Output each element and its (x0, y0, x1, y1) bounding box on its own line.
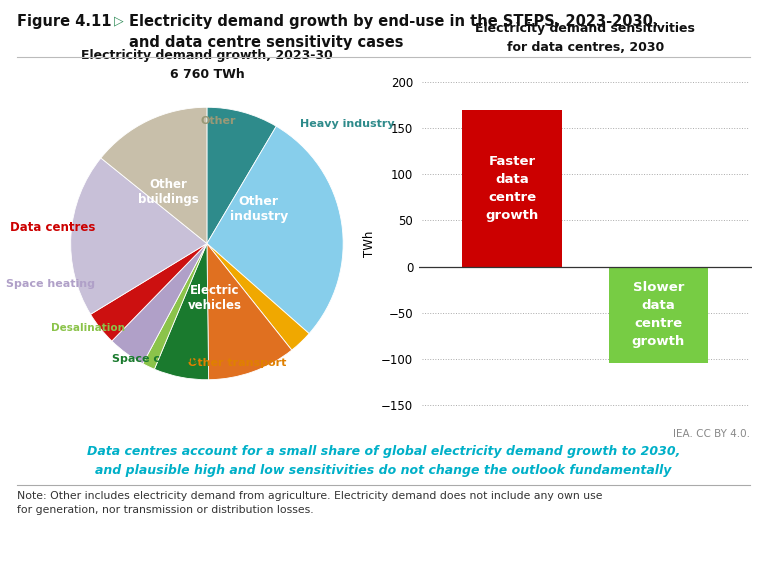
Bar (463, 110, 562, 266)
Wedge shape (207, 243, 309, 350)
Wedge shape (207, 243, 291, 379)
Text: Other
buildings: Other buildings (138, 178, 199, 205)
Title: Electricity demand growth, 2023-30
6 760 TWh: Electricity demand growth, 2023-30 6 760… (81, 50, 333, 82)
Text: Desalination: Desalination (51, 323, 125, 333)
Text: and data centre sensitivity cases: and data centre sensitivity cases (129, 35, 403, 51)
Wedge shape (71, 158, 207, 314)
Wedge shape (143, 243, 207, 369)
Wedge shape (207, 108, 276, 243)
Text: Other transport: Other transport (188, 359, 286, 368)
Wedge shape (91, 243, 207, 341)
Text: Space cooling: Space cooling (112, 354, 199, 364)
Text: and plausible high and low sensitivities do not change the outlook fundamentally: and plausible high and low sensitivities… (95, 464, 672, 477)
Wedge shape (112, 243, 207, 364)
Text: ▷: ▷ (114, 14, 123, 27)
Text: Faster
data
centre
growth: Faster data centre growth (486, 155, 538, 222)
Wedge shape (207, 126, 343, 334)
Bar (608, 266, 709, 363)
Text: Heavy industry: Heavy industry (300, 119, 394, 128)
Text: IEA. CC BY 4.0.: IEA. CC BY 4.0. (673, 429, 750, 439)
Text: Data centres account for a small share of global electricity demand growth to 20: Data centres account for a small share o… (87, 445, 680, 458)
Text: Slower
data
centre
growth: Slower data centre growth (632, 282, 685, 348)
Wedge shape (101, 108, 207, 243)
Text: Note: Other includes electricity demand from agriculture. Electricity demand doe: Note: Other includes electricity demand … (17, 491, 602, 515)
Text: Electricity demand growth by end-use in the STEPS, 2023-2030,: Electricity demand growth by end-use in … (129, 14, 658, 29)
Title: Electricity demand sensitivities
for data centres, 2030: Electricity demand sensitivities for dat… (476, 22, 695, 54)
Text: Data centres: Data centres (10, 221, 95, 234)
Text: Space heating: Space heating (6, 279, 95, 289)
Y-axis label: TWh: TWh (363, 230, 376, 257)
Wedge shape (154, 243, 209, 379)
Text: Figure 4.11: Figure 4.11 (17, 14, 111, 29)
Text: Other: Other (200, 116, 235, 126)
Text: Other
industry: Other industry (229, 195, 288, 224)
Text: Electric
vehicles: Electric vehicles (188, 284, 242, 312)
